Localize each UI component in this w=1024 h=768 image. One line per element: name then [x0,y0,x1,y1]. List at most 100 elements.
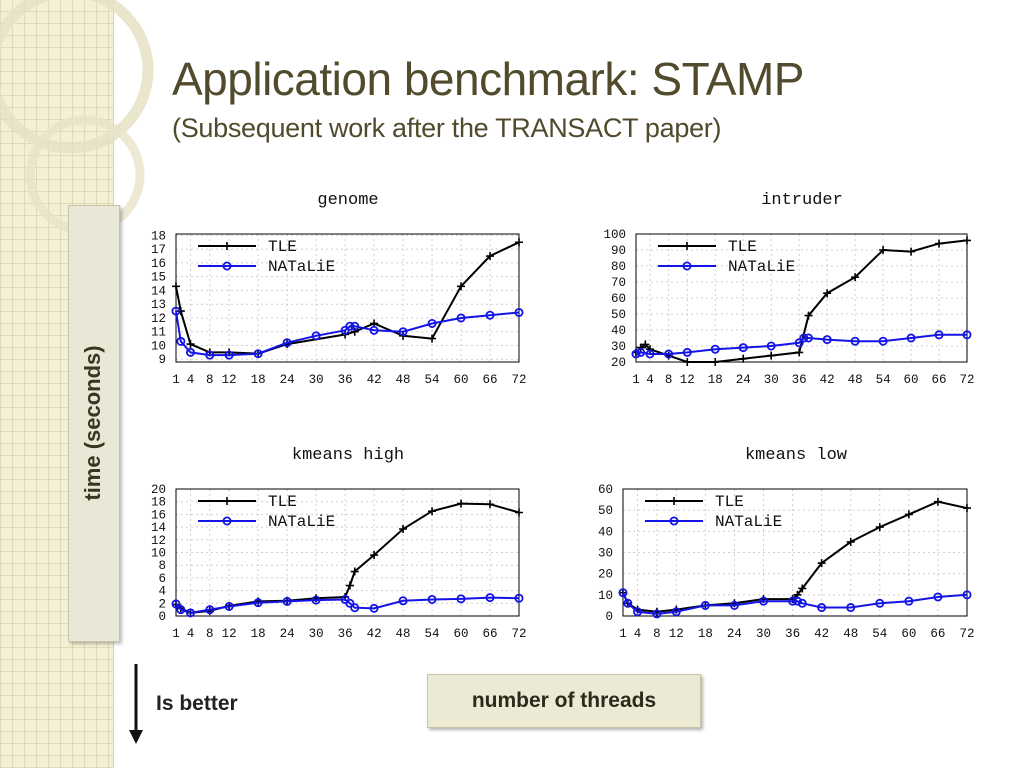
data-point-TLE [515,508,523,517]
slide-subtitle: (Subsequent work after the TRANSACT pape… [172,113,722,143]
legend-marker-NATaLiE [222,516,232,526]
data-point-TLE [172,282,180,291]
data-point-NATaLiE [682,347,692,357]
data-point-NATaLiE [398,596,408,606]
y-tick-label: 20 [598,568,613,582]
plot-frame [635,233,968,363]
data-point-TLE [345,581,354,590]
data-point-TLE [399,525,408,534]
x-tick-label: 8 [206,627,214,641]
y-tick-label: 2 [158,597,166,611]
x-tick-label: 54 [425,373,440,387]
y-tick-label: 10 [598,589,613,603]
data-point-TLE [428,507,437,516]
plot-frame [175,488,520,617]
x-tick-label: 8 [665,373,673,387]
data-point-NATaLiE [369,325,379,335]
data-point-NATaLiE [345,598,355,608]
x-tick-label: 18 [251,627,266,641]
data-point-TLE [370,551,379,560]
y-tick-label: 50 [598,504,613,518]
data-point-NATaLiE [456,594,466,604]
data-point-NATaLiE [906,333,916,343]
is-better-label: Is better [156,692,238,715]
data-point-NATaLiE [645,349,655,359]
x-tick-label: 24 [280,373,295,387]
data-point-TLE [963,504,971,513]
data-point-TLE [711,358,720,366]
y-tick-label: 10 [151,339,166,353]
y-tick-label: 14 [151,521,166,535]
x-tick-label: 1 [172,373,180,387]
x-tick-label: 48 [848,373,863,387]
x-tick-label: 60 [904,373,919,387]
x-tick-label: 66 [483,373,498,387]
data-point-NATaLiE [345,321,355,331]
data-point-NATaLiE [311,595,321,605]
data-point-TLE [823,289,832,298]
y-tick-label: 10 [151,547,166,561]
series-line-NATaLiE [175,310,520,357]
x-tick-label: 30 [764,373,779,387]
data-point-NATaLiE [224,350,234,360]
data-point-TLE [817,559,826,568]
plot-frame [622,488,968,617]
data-point-NATaLiE [623,598,633,608]
x-tick-label: 12 [680,373,695,387]
y-tick-label: 50 [611,308,626,322]
data-point-NATaLiE [185,608,195,618]
x-tick-label: 72 [959,373,974,387]
y-tick-label: 8 [158,559,166,573]
x-axis-label-box: number of threads [427,674,701,728]
y-tick-label: 70 [611,276,626,290]
data-point-NATaLiE [398,327,408,337]
series-line-TLE [635,239,968,363]
y-axis-label-box [68,205,120,642]
x-tick-label: 18 [251,373,266,387]
data-point-TLE [767,351,776,360]
data-point-NATaLiE [792,596,802,606]
y-tick-label: 30 [611,340,626,354]
chart-title: kmeans low [745,446,848,465]
data-point-NATaLiE [817,603,827,613]
x-tick-label: 66 [483,627,498,641]
data-point-TLE [963,236,971,245]
y-tick-label: 18 [151,229,166,243]
data-point-NATaLiE [788,596,798,606]
x-tick-label: 18 [708,373,723,387]
x-tick-label: 4 [634,627,642,641]
data-point-TLE [176,307,185,316]
series-line-NATaLiE [175,596,520,614]
y-tick-label: 6 [158,572,166,586]
y-tick-label: 12 [151,312,166,326]
data-point-TLE [798,584,807,593]
data-point-NATaLiE [456,313,466,323]
data-point-NATaLiE [427,594,437,604]
x-tick-label: 54 [872,627,887,641]
y-tick-label: 13 [151,298,166,312]
data-point-NATaLiE [933,592,943,602]
data-point-TLE [641,340,650,349]
data-point-TLE [457,499,466,508]
data-point-NATaLiE [794,338,804,348]
x-tick-label: 66 [930,627,945,641]
y-tick-label: 14 [151,284,166,298]
x-tick-label: 60 [901,627,916,641]
data-point-TLE [515,238,523,247]
y-tick-label: 40 [611,324,626,338]
data-point-NATaLiE [185,347,195,357]
data-point-NATaLiE [797,598,807,608]
data-point-NATaLiE [664,349,674,359]
data-point-NATaLiE [850,336,860,346]
y-tick-label: 80 [611,260,626,274]
x-tick-label: 1 [632,373,640,387]
data-point-NATaLiE [652,609,662,619]
x-tick-label: 12 [222,627,237,641]
data-point-TLE [846,537,855,546]
x-tick-label: 24 [727,627,742,641]
data-point-NATaLiE [350,603,360,613]
chart-title: kmeans high [292,446,404,465]
legend-marker-TLE [223,242,231,250]
x-tick-label: 48 [396,627,411,641]
